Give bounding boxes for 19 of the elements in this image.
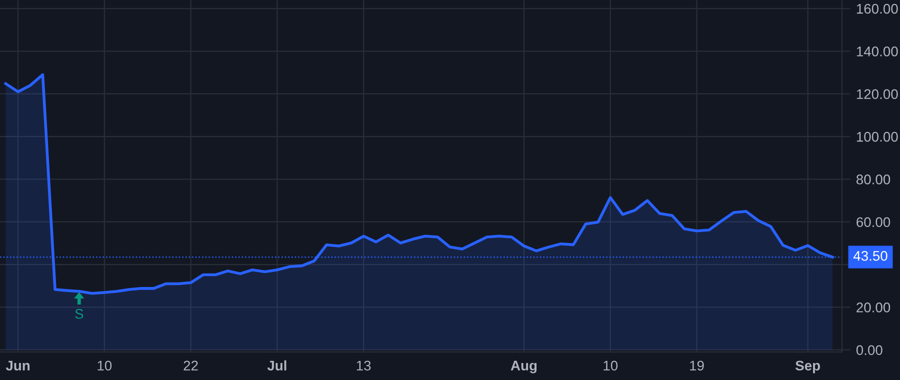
x-tick-label: 19	[690, 360, 704, 371]
x-tick-label: Sep	[795, 360, 820, 374]
y-tick-label: 160.00	[856, 4, 898, 14]
x-tick-label: 22	[184, 360, 198, 370]
y-tick-label: 140.00	[856, 46, 898, 56]
ref-line-label: 43.50	[853, 250, 888, 261]
y-tick-label: 120.00	[856, 89, 898, 100]
x-tick-label: Jul	[267, 360, 286, 371]
y-tick-label: 60.00	[856, 217, 890, 228]
y-tick-label: 0.00	[856, 345, 882, 356]
x-tick-label: 10	[98, 360, 112, 371]
x-tick-label: 13	[356, 360, 371, 371]
y-tick-label: 20.00	[856, 302, 890, 312]
y-tick-label: 80.00	[856, 174, 890, 184]
x-tick-label: Jun	[6, 360, 30, 371]
annotation: S	[75, 308, 84, 319]
x-tick-label: 10	[604, 360, 618, 371]
y-tick-label: 100.00	[856, 132, 898, 142]
x-tick-label: Aug	[510, 360, 537, 374]
